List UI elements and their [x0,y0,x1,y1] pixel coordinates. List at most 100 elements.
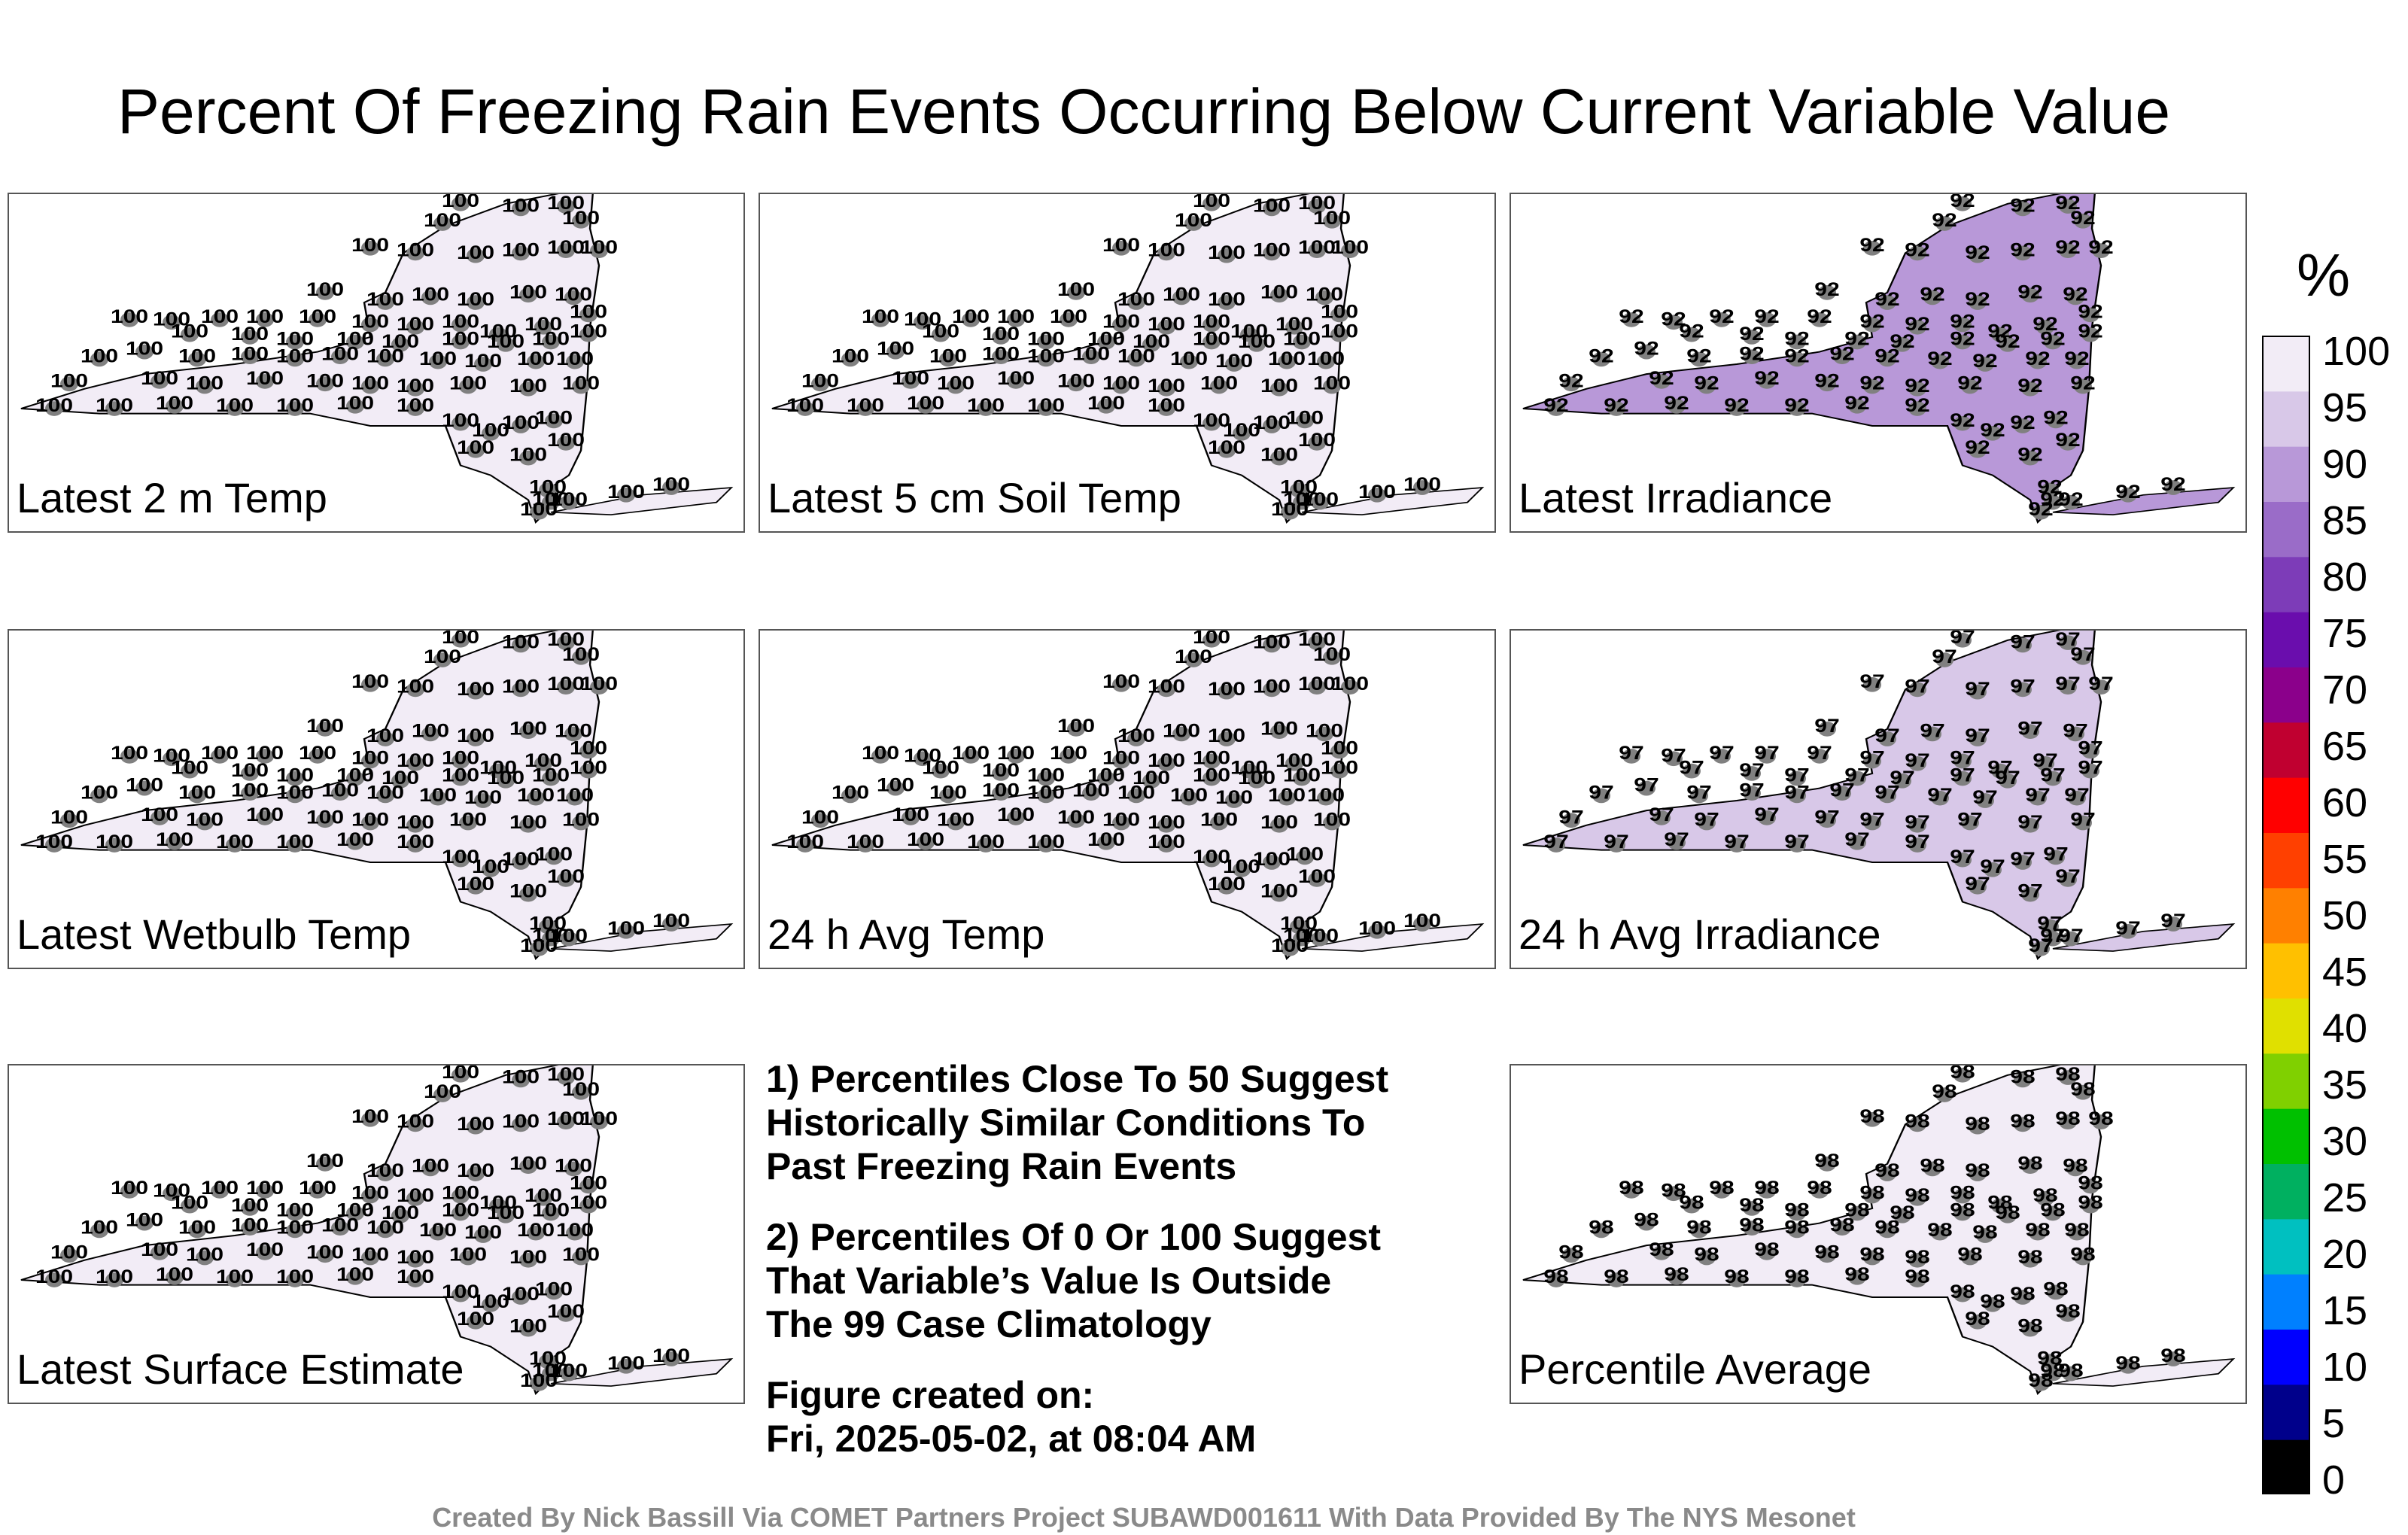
svg-text:92: 92 [1661,309,1686,330]
station-marker: 98 [1784,1266,1810,1287]
svg-text:98: 98 [1874,1160,1899,1181]
svg-text:97: 97 [2078,737,2102,758]
svg-text:98: 98 [1619,1178,1643,1199]
station-marker: 97 [2037,913,2063,935]
station-marker: 100 [397,1266,434,1287]
svg-text:100: 100 [424,1081,461,1102]
svg-text:98: 98 [2010,1066,2035,1087]
svg-text:100: 100 [81,345,118,366]
station-marker: 92 [2037,476,2063,498]
svg-text:100: 100 [201,306,239,327]
color-scale-tick-label: 60 [2322,780,2368,825]
svg-text:100: 100 [929,782,967,803]
svg-text:100: 100 [246,1178,284,1199]
station-marker: 100 [464,1222,502,1243]
svg-text:98: 98 [2037,1348,2062,1369]
svg-text:98: 98 [1784,1199,1809,1220]
svg-text:97: 97 [1950,846,1975,867]
svg-text:92: 92 [1634,338,1659,359]
svg-text:98: 98 [2064,1219,2089,1240]
station-marker: 97 [2088,673,2114,695]
station-marker: 100 [1286,407,1324,429]
station-marker: 100 [1117,725,1155,746]
station-marker: 100 [550,925,588,947]
notes-block: 1) Percentiles Close To 50 Suggest Histo… [766,1057,1488,1488]
station-marker: 100 [1403,474,1441,495]
color-scale-segment [2262,887,2310,944]
station-marker: 98 [1814,1150,1840,1172]
station-marker: 100 [1087,328,1125,350]
station-marker: 100 [1403,910,1441,932]
svg-text:100: 100 [1331,237,1369,258]
svg-text:100: 100 [351,372,389,394]
station-marker: 100 [35,1266,73,1287]
station-marker: 97 [1679,757,1704,779]
svg-text:100: 100 [351,809,389,830]
svg-text:92: 92 [2033,313,2057,334]
svg-text:97: 97 [1664,828,1689,850]
svg-text:100: 100 [904,309,941,330]
svg-text:92: 92 [2037,476,2062,497]
svg-text:97: 97 [1905,811,1929,832]
svg-text:100: 100 [457,242,494,263]
station-marker: 100 [509,1153,547,1174]
state-shape [1522,194,2102,524]
color-scale-tick-label: 0 [2322,1457,2346,1503]
svg-text:97: 97 [1754,804,1779,825]
svg-text:100: 100 [937,809,974,830]
station-marker: 100 [1223,420,1260,441]
station-marker: 100 [570,1172,607,1194]
station-marker: 100 [555,1155,592,1177]
station-marker: 92 [1754,306,1780,327]
station-marker: 98 [2043,1278,2069,1300]
station-marker: 98 [2033,1184,2058,1206]
svg-text:100: 100 [967,395,1005,416]
station-marker: 100 [517,348,555,369]
svg-text:97: 97 [1890,767,1914,788]
svg-text:100: 100 [502,412,540,433]
station-marker: 100 [997,306,1035,327]
station-marker: 100 [1307,348,1345,369]
station-marker: 98 [1859,1244,1885,1266]
station-marker: 98 [1829,1214,1855,1236]
station-marker: 92 [1980,420,2005,441]
svg-text:100: 100 [997,743,1035,764]
svg-text:100: 100 [178,345,216,366]
svg-text:92: 92 [1844,328,1869,349]
station-marker: 98 [1859,1182,1885,1204]
station-marker: 100 [502,631,540,653]
station-marker: 100 [556,1219,594,1241]
svg-text:97: 97 [2058,925,2083,946]
station-marker: 100 [351,311,389,333]
state-shape [1522,631,2102,960]
svg-text:100: 100 [1286,407,1324,428]
station-marker: 100 [1298,673,1336,695]
station-marker: 100 [952,306,990,327]
svg-text:100: 100 [457,1113,494,1134]
station-marker: 100 [929,345,967,367]
svg-text:92: 92 [1543,395,1568,416]
svg-text:100: 100 [532,328,570,349]
svg-text:100: 100 [442,631,479,647]
station-marker: 100 [397,831,434,853]
svg-text:97: 97 [1661,745,1686,766]
station-marker: 97 [1709,743,1735,764]
svg-text:100: 100 [1057,370,1095,391]
station-marker: 100 [35,831,73,853]
svg-text:98: 98 [1890,1202,1914,1223]
svg-text:92: 92 [2043,407,2068,428]
svg-text:92: 92 [2070,207,2095,228]
station-marker: 92 [1890,330,1915,352]
state-shape [771,194,1351,524]
svg-text:100: 100 [231,760,269,781]
station-marker: 100 [141,1239,178,1260]
station-marker: 97 [1950,631,1975,648]
svg-text:100: 100 [550,925,588,946]
station-marker: 100 [1175,210,1212,231]
state-shape [20,1065,600,1395]
svg-text:98: 98 [2058,1360,2083,1381]
station-marker: 98 [2070,1244,2096,1266]
station-marker: 100 [216,1266,254,1287]
svg-text:98: 98 [2055,1108,2080,1129]
svg-text:100: 100 [366,725,404,746]
